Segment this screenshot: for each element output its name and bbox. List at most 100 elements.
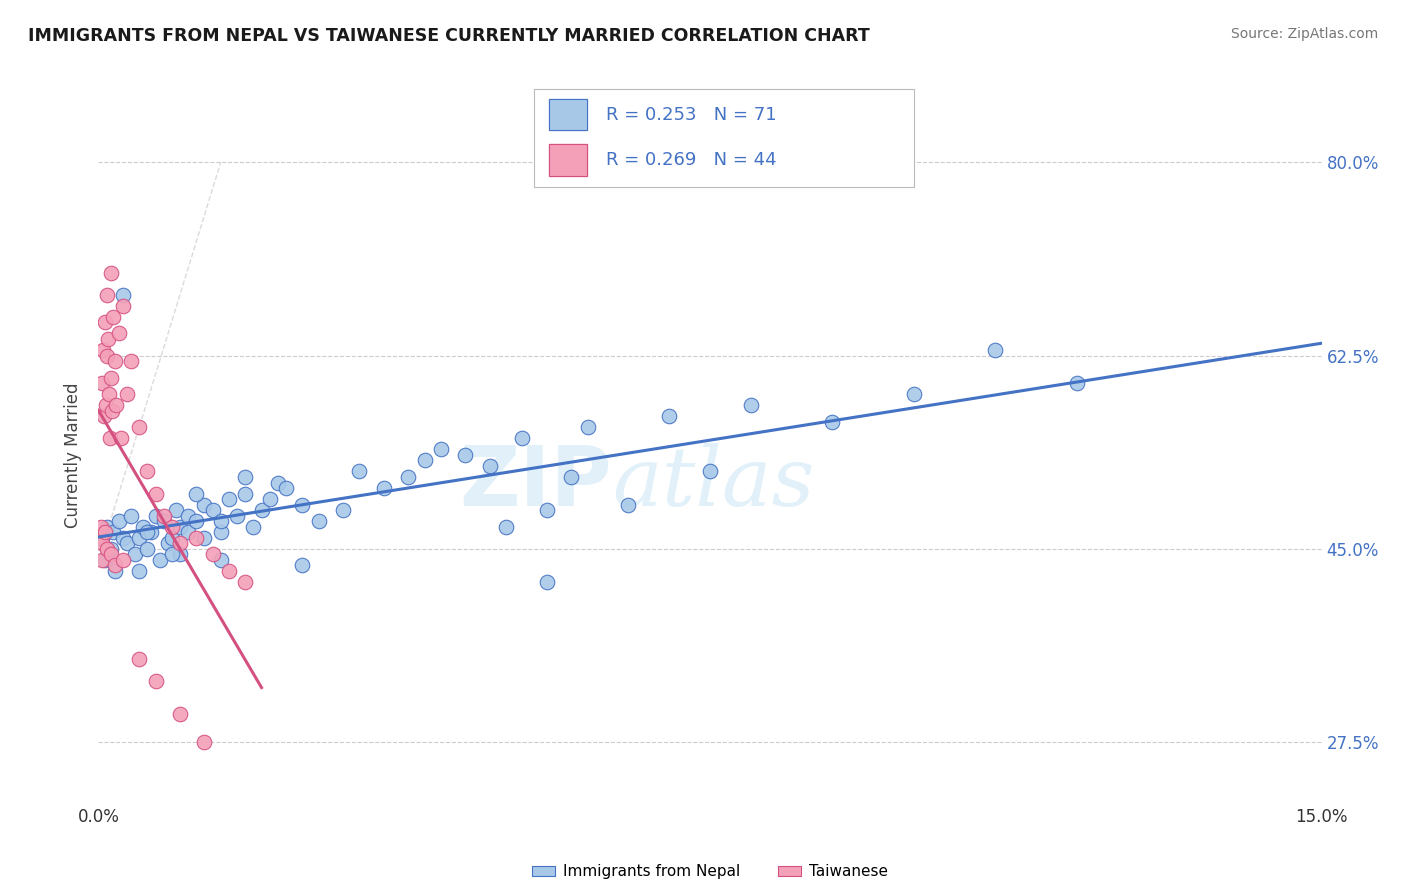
Text: Source: ZipAtlas.com: Source: ZipAtlas.com <box>1230 27 1378 41</box>
Y-axis label: Currently Married: Currently Married <box>65 382 83 528</box>
Point <box>128 420 150 434</box>
Point <box>1066 376 1088 391</box>
Point <box>821 415 844 429</box>
Point <box>111 553 134 567</box>
Point <box>90 519 112 533</box>
Point <box>156 536 179 550</box>
Point <box>193 498 215 512</box>
Point <box>291 498 314 512</box>
Point <box>209 553 232 567</box>
Point <box>267 475 290 490</box>
Text: R = 0.269   N = 44: R = 0.269 N = 44 <box>606 151 778 169</box>
Point <box>242 519 264 533</box>
Point <box>699 465 721 479</box>
Point <box>218 492 240 507</box>
Point <box>115 536 138 550</box>
Point <box>111 531 134 545</box>
Point <box>145 508 167 523</box>
Point <box>96 541 118 556</box>
Point <box>454 448 477 462</box>
Point <box>291 558 314 573</box>
Point <box>233 470 256 484</box>
Point <box>259 492 281 507</box>
Point <box>136 541 159 556</box>
Point <box>91 376 114 391</box>
Point <box>177 508 200 523</box>
Point <box>218 564 240 578</box>
Point <box>152 508 174 523</box>
Point <box>186 514 208 528</box>
Point <box>560 470 582 484</box>
Point <box>110 431 132 445</box>
Point <box>101 310 124 324</box>
Point <box>93 409 115 424</box>
Point <box>478 458 501 473</box>
Point <box>90 536 112 550</box>
Point <box>160 519 183 533</box>
Point <box>98 431 121 445</box>
Point <box>136 525 159 540</box>
Point <box>201 503 224 517</box>
Point <box>96 519 118 533</box>
Point <box>430 442 453 457</box>
Point <box>104 558 127 573</box>
Point <box>124 547 146 561</box>
Point <box>332 503 354 517</box>
Point <box>984 343 1007 357</box>
Point <box>740 398 762 412</box>
Point <box>96 287 118 301</box>
Point <box>169 536 191 550</box>
Point <box>169 707 191 722</box>
Point <box>512 431 534 445</box>
Bar <box>550 99 588 130</box>
Point <box>91 531 114 545</box>
Point <box>97 332 120 346</box>
Point <box>186 531 208 545</box>
Point <box>141 525 163 540</box>
Point <box>94 525 117 540</box>
Text: atlas: atlas <box>612 442 814 523</box>
Point <box>111 287 134 301</box>
Point <box>193 531 215 545</box>
Point <box>658 409 681 424</box>
Point <box>91 553 114 567</box>
Point <box>250 503 273 517</box>
Point <box>105 398 128 412</box>
Point <box>903 387 925 401</box>
Point <box>100 541 122 556</box>
Point <box>145 674 167 689</box>
Point <box>274 481 297 495</box>
Point <box>373 481 395 495</box>
Point <box>169 547 191 561</box>
Text: ZIP: ZIP <box>460 442 612 524</box>
Point <box>111 299 134 313</box>
Point <box>128 652 150 666</box>
Point <box>100 370 122 384</box>
Point <box>108 326 131 341</box>
Point <box>576 420 599 434</box>
Point <box>495 519 517 533</box>
Point <box>536 503 558 517</box>
Point <box>165 503 187 517</box>
Point <box>104 564 127 578</box>
Point <box>233 574 256 589</box>
Point <box>128 531 150 545</box>
Point <box>100 547 122 561</box>
Point <box>536 574 558 589</box>
Point <box>94 553 117 567</box>
Point <box>128 564 150 578</box>
Text: IMMIGRANTS FROM NEPAL VS TAIWANESE CURRENTLY MARRIED CORRELATION CHART: IMMIGRANTS FROM NEPAL VS TAIWANESE CURRE… <box>28 27 870 45</box>
Point <box>201 547 224 561</box>
Point <box>233 486 256 500</box>
Bar <box>550 145 588 176</box>
Point <box>160 531 183 545</box>
Point <box>104 354 127 368</box>
Point <box>396 470 419 484</box>
Text: R = 0.253   N = 71: R = 0.253 N = 71 <box>606 106 778 124</box>
Point <box>89 531 111 545</box>
Point <box>91 343 114 357</box>
Point <box>94 315 117 329</box>
Point <box>149 553 172 567</box>
Point <box>96 349 118 363</box>
Point <box>120 354 142 368</box>
